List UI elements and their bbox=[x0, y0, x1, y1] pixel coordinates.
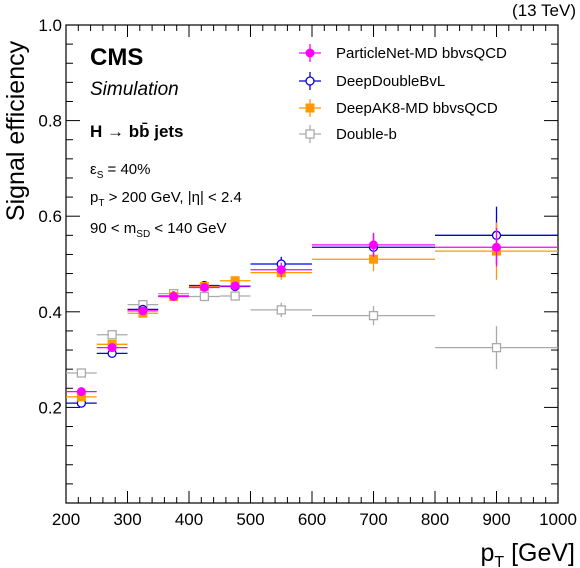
y-tick-label: 0.4 bbox=[38, 303, 62, 322]
x-tick-label: 700 bbox=[359, 510, 387, 529]
x-tick-label: 500 bbox=[236, 510, 264, 529]
data-point bbox=[107, 343, 117, 353]
legend-marker bbox=[305, 48, 315, 58]
legend-label: DeepDoubleBvL bbox=[336, 73, 445, 90]
x-tick-label: 300 bbox=[113, 510, 141, 529]
data-point bbox=[169, 292, 179, 302]
data-point bbox=[492, 242, 501, 252]
legend-label: DeepAK8-MD bbvsQCD bbox=[336, 100, 498, 117]
x-axis-title: pT [GeV] bbox=[480, 539, 575, 568]
data-point bbox=[76, 368, 87, 378]
y-tick-label: 1.0 bbox=[38, 16, 62, 35]
x-tick-label: 900 bbox=[482, 510, 510, 529]
x-tick-label: 600 bbox=[298, 510, 326, 529]
annotation-msd: 90 < mSD < 140 GeV bbox=[90, 220, 227, 240]
x-tick-label: 200 bbox=[52, 510, 80, 529]
x-tick-label: 1000 bbox=[539, 510, 577, 529]
y-tick-label: 0.2 bbox=[38, 398, 62, 417]
annotation-efficiency: εS = 40% bbox=[90, 161, 150, 181]
data-point bbox=[76, 387, 86, 397]
legend-marker bbox=[305, 103, 315, 113]
y-tick-label: 0.8 bbox=[38, 112, 62, 131]
data-point bbox=[276, 305, 286, 315]
data-point bbox=[369, 240, 378, 250]
data-point bbox=[230, 281, 240, 291]
subtitle-label: Simulation bbox=[90, 79, 179, 100]
data-point bbox=[199, 291, 210, 302]
x-tick-label: 400 bbox=[175, 510, 203, 529]
process-label: H → bb̄ jets bbox=[90, 122, 184, 141]
data-point bbox=[107, 330, 117, 340]
data-point bbox=[199, 282, 209, 292]
series-3 bbox=[66, 288, 558, 378]
legend-label: ParticleNet-MD bbvsQCD bbox=[336, 45, 507, 62]
y-axis-title: Signal efficiency bbox=[2, 40, 30, 221]
energy-label: (13 TeV) bbox=[512, 1, 576, 20]
annotation-pt-eta: pT > 200 GeV, |η| < 2.4 bbox=[90, 189, 242, 209]
experiment-label: CMS bbox=[90, 44, 143, 71]
series-0 bbox=[66, 228, 558, 397]
data-point bbox=[230, 291, 240, 301]
y-tick-label: 0.6 bbox=[38, 207, 62, 226]
legend-marker bbox=[305, 76, 315, 86]
data-point bbox=[138, 306, 148, 316]
x-tick-label: 800 bbox=[421, 510, 449, 529]
legend-label: Double-b bbox=[336, 126, 397, 143]
legend-marker bbox=[305, 129, 315, 139]
data-point bbox=[491, 342, 502, 353]
data-point bbox=[368, 310, 379, 321]
data-point bbox=[276, 265, 286, 275]
